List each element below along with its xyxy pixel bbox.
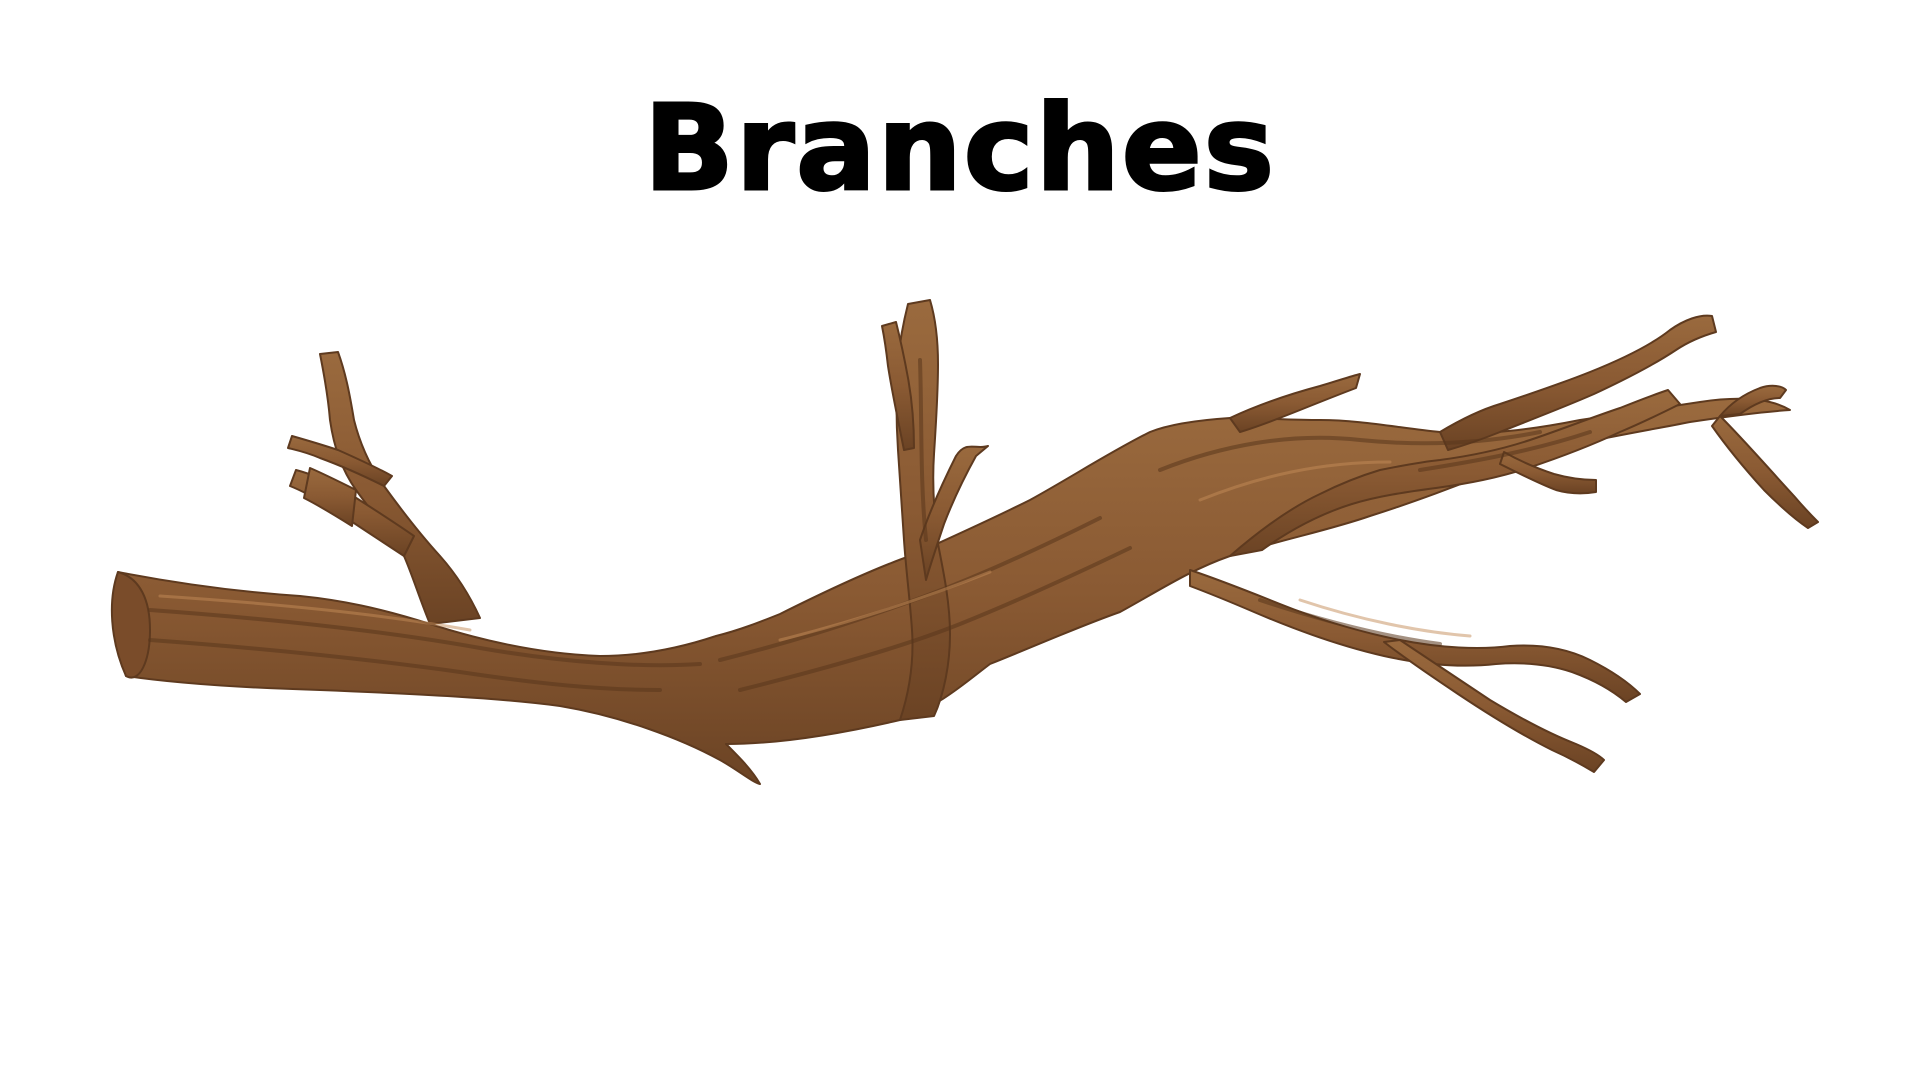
slide-title: Branches [643,78,1276,219]
branch-body [110,299,1819,785]
